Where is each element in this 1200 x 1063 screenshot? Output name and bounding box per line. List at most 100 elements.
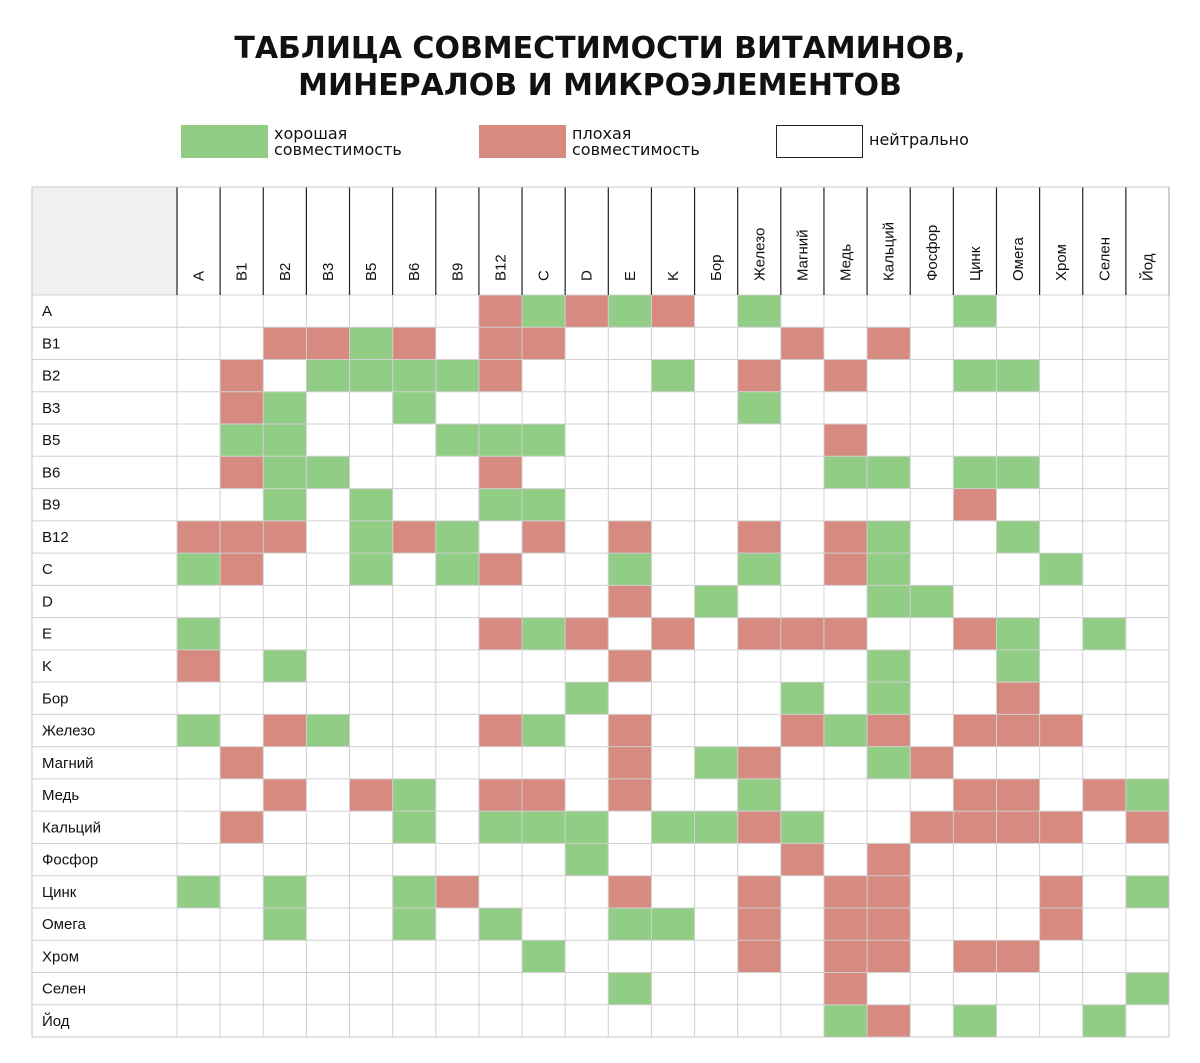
cell-bad bbox=[177, 649, 221, 683]
cell-neutral bbox=[651, 1004, 695, 1037]
cell-neutral bbox=[522, 456, 566, 489]
cell-neutral bbox=[478, 682, 523, 715]
cell-neutral bbox=[263, 682, 307, 715]
cell-bad bbox=[263, 778, 307, 812]
cell-bad bbox=[953, 811, 997, 844]
cell-good bbox=[608, 972, 652, 1005]
cell-neutral bbox=[1125, 682, 1169, 715]
cell-neutral bbox=[910, 391, 954, 425]
cell-neutral bbox=[780, 907, 824, 941]
cell-neutral bbox=[565, 746, 609, 779]
cell-neutral bbox=[737, 585, 781, 618]
cell-neutral bbox=[1039, 649, 1083, 683]
cell-neutral bbox=[565, 553, 609, 586]
cell-bad bbox=[478, 295, 523, 328]
cell-good bbox=[306, 456, 350, 489]
cell-bad bbox=[220, 456, 264, 489]
cell-neutral bbox=[694, 843, 738, 876]
row-label: Фосфор bbox=[42, 852, 98, 869]
cell-neutral bbox=[177, 295, 221, 328]
cell-neutral bbox=[608, 359, 652, 392]
cell-neutral bbox=[263, 359, 307, 392]
cell-neutral bbox=[522, 649, 566, 683]
cell-good bbox=[608, 553, 652, 586]
cell-neutral bbox=[651, 585, 695, 618]
cell-bad bbox=[608, 649, 652, 683]
cell-neutral bbox=[1082, 714, 1126, 747]
cell-neutral bbox=[996, 488, 1040, 521]
cell-neutral bbox=[694, 972, 738, 1005]
cell-good bbox=[263, 424, 307, 457]
cell-neutral bbox=[565, 359, 609, 392]
cell-good bbox=[1125, 875, 1169, 908]
cell-bad bbox=[823, 520, 868, 554]
cell-bad bbox=[780, 327, 824, 360]
cell-bad bbox=[780, 843, 824, 876]
cell-neutral bbox=[263, 746, 307, 779]
cell-neutral bbox=[1082, 940, 1126, 973]
cell-neutral bbox=[392, 714, 436, 747]
cell-neutral bbox=[823, 811, 868, 844]
cell-good bbox=[478, 811, 523, 844]
legend-bad-line2: совместимость bbox=[572, 140, 700, 159]
cell-good bbox=[823, 714, 868, 747]
cell-good bbox=[522, 714, 566, 747]
cell-neutral bbox=[780, 391, 824, 425]
cell-neutral bbox=[1082, 327, 1126, 360]
row-label: Медь bbox=[42, 787, 79, 804]
cell-neutral bbox=[953, 682, 997, 715]
cell-good bbox=[263, 488, 307, 521]
title-line-1: ТАБЛИЦА СОВМЕСТИМОСТИ ВИТАМИНОВ, bbox=[234, 31, 966, 66]
cell-neutral bbox=[910, 875, 954, 908]
cell-neutral bbox=[478, 843, 523, 876]
column-label: Хром bbox=[1053, 244, 1070, 281]
cell-neutral bbox=[435, 488, 479, 521]
cell-neutral bbox=[1082, 907, 1126, 941]
cell-neutral bbox=[220, 714, 264, 747]
cell-neutral bbox=[565, 907, 609, 941]
cell-neutral bbox=[435, 295, 479, 328]
cell-neutral bbox=[177, 1004, 221, 1037]
cell-neutral bbox=[1082, 972, 1126, 1005]
cell-bad bbox=[478, 714, 523, 747]
cell-neutral bbox=[435, 811, 479, 844]
cell-neutral bbox=[220, 327, 264, 360]
cell-neutral bbox=[737, 714, 781, 747]
cell-neutral bbox=[220, 972, 264, 1005]
cell-neutral bbox=[651, 972, 695, 1005]
cell-bad bbox=[823, 553, 868, 586]
cell-bad bbox=[823, 907, 868, 941]
cell-neutral bbox=[651, 488, 695, 521]
cell-neutral bbox=[177, 391, 221, 425]
row-label: D bbox=[42, 593, 53, 610]
cell-bad bbox=[177, 520, 221, 554]
cell-neutral bbox=[780, 553, 824, 586]
cell-neutral bbox=[220, 875, 264, 908]
cell-neutral bbox=[694, 1004, 738, 1037]
cell-neutral bbox=[910, 520, 954, 554]
cell-neutral bbox=[823, 585, 868, 618]
cell-neutral bbox=[780, 940, 824, 973]
cell-neutral bbox=[306, 778, 350, 812]
cell-neutral bbox=[1125, 327, 1169, 360]
cell-neutral bbox=[1082, 359, 1126, 392]
column-label: B3 bbox=[320, 263, 337, 281]
cell-bad bbox=[263, 714, 307, 747]
cell-neutral bbox=[1125, 617, 1169, 650]
cell-bad bbox=[1082, 778, 1126, 812]
cell-neutral bbox=[478, 1004, 523, 1037]
cell-neutral bbox=[1125, 295, 1169, 328]
cell-neutral bbox=[780, 424, 824, 457]
cell-neutral bbox=[953, 843, 997, 876]
legend-bad-line1: плохая bbox=[572, 124, 632, 143]
cell-bad bbox=[823, 617, 868, 650]
cell-neutral bbox=[996, 295, 1040, 328]
cell-neutral bbox=[177, 585, 221, 618]
cell-neutral bbox=[996, 553, 1040, 586]
legend-bad-label: плохая совместимость bbox=[572, 126, 700, 158]
cell-good bbox=[823, 1004, 868, 1037]
cell-neutral bbox=[263, 617, 307, 650]
cell-neutral bbox=[910, 649, 954, 683]
cell-good bbox=[565, 682, 609, 715]
cell-good bbox=[478, 907, 523, 941]
